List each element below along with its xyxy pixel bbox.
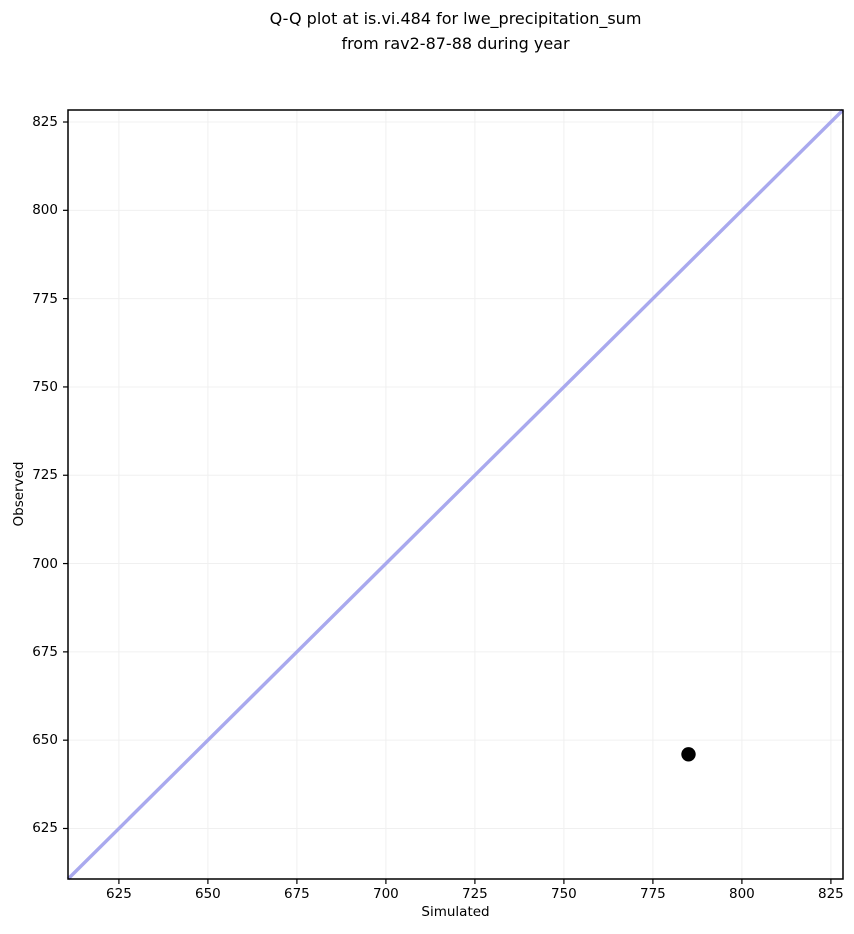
x-tick-label: 625 xyxy=(106,886,132,902)
y-tick-label: 675 xyxy=(32,643,58,660)
y-tick-label: 825 xyxy=(32,114,58,130)
data-point xyxy=(681,747,696,762)
x-tick-label: 800 xyxy=(729,886,755,902)
identity-line xyxy=(66,108,845,881)
y-tick-label: 700 xyxy=(32,555,58,572)
chart-title-line1: Q-Q plot at is.vi.484 for lwe_precipitat… xyxy=(269,9,642,28)
x-tick-label: 825 xyxy=(818,886,844,902)
y-tick-label: 775 xyxy=(32,290,58,307)
y-tick-label: 625 xyxy=(32,820,58,837)
chart-title-line2: from rav2-87-88 during year xyxy=(341,34,570,53)
y-tick-label: 725 xyxy=(32,467,58,484)
x-tick-label: 650 xyxy=(195,886,221,902)
y-tick-label: 750 xyxy=(32,378,58,395)
x-tick-label: 700 xyxy=(373,886,399,902)
x-axis-label: Simulated xyxy=(421,904,490,920)
plot-border xyxy=(67,109,844,880)
x-tick-label: 675 xyxy=(284,886,310,902)
chart-title: Q-Q plot at is.vi.484 for lwe_precipitat… xyxy=(68,6,843,56)
x-tick-label: 750 xyxy=(551,886,577,902)
y-tick-label: 650 xyxy=(32,732,58,749)
x-tick-label: 775 xyxy=(640,886,666,902)
plot-area xyxy=(63,108,845,884)
y-tick-label: 800 xyxy=(32,202,58,219)
x-tick-label: 725 xyxy=(462,886,488,902)
